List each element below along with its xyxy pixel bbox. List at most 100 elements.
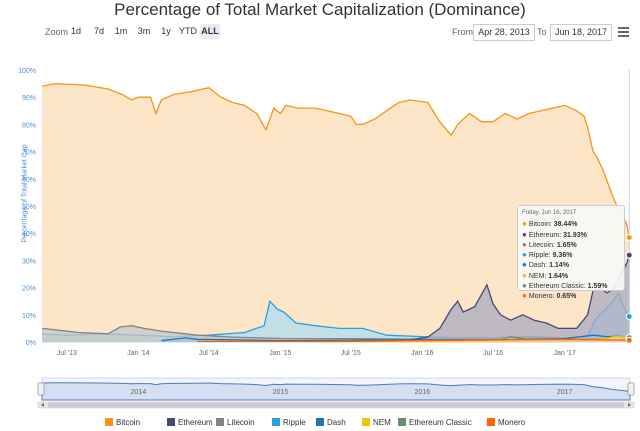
tooltip-series-name: Monero: [528, 293, 553, 301]
tooltip-series-value: 9.36%: [552, 252, 573, 260]
zoom-button-all[interactable]: ALL: [200, 24, 220, 39]
legend-item-ripple[interactable]: Ripple: [272, 417, 306, 429]
x-tick-label: Jan '14: [127, 350, 149, 357]
legend-swatch-icon: [487, 418, 495, 426]
tooltip: Friday, Jun 16, 2017 ● Bitcoin: 38.44% ● Et…: [517, 205, 625, 300]
legend-swatch-icon: [105, 418, 113, 426]
legend-swatch-icon: [216, 418, 224, 426]
navigator-year-label: 2014: [131, 389, 147, 396]
tooltip-series-dot-icon: ●: [522, 260, 527, 270]
zoom-button-1y[interactable]: 1y: [161, 26, 171, 36]
x-tick-label: Jul '16: [483, 350, 503, 357]
legend-label: Ripple: [283, 418, 306, 427]
legend-swatch-icon: [167, 418, 175, 426]
legend-swatch-icon: [316, 418, 324, 426]
hamburger-menu-icon[interactable]: [618, 27, 629, 39]
tooltip-date: Friday, Jun 16, 2017: [522, 210, 577, 216]
tooltip-series-dot-icon: ●: [522, 239, 527, 249]
tooltip-series-dot-icon: ●: [522, 250, 527, 260]
legend-item-litecoin[interactable]: Litecoin: [216, 417, 255, 429]
zoom-button-7d[interactable]: 7d: [93, 26, 104, 36]
tooltip-series-value: 38.44%: [553, 221, 578, 229]
x-tick-label: Jul '15: [341, 350, 361, 357]
series-area-bitcoin: [42, 83, 630, 342]
legend-label: Ethereum Classic: [409, 418, 472, 427]
x-tick-label: Jan '15: [269, 350, 291, 357]
navigator-year-label: 2016: [415, 389, 431, 396]
legend-label: Dash: [327, 418, 346, 427]
tooltip-series-dot-icon: ●: [522, 281, 527, 291]
tooltip-row-ethereum: ● Ethereum: 31.93%: [522, 229, 587, 239]
legend-item-nem[interactable]: NEM: [362, 417, 391, 429]
legend: Bitcoin Ethereum Litecoin Ripple Dash NEM Ethe…: [0, 417, 640, 431]
scrollbar-thumb: [48, 402, 624, 408]
tooltip-series-name: Bitcoin: [528, 221, 550, 229]
legend-swatch-icon: [362, 418, 370, 426]
tooltip-row-bitcoin: ● Bitcoin: 38.44%: [522, 219, 578, 229]
tooltip-series-value: 0.65%: [556, 293, 577, 301]
from-label: From: [452, 27, 473, 37]
tooltip-series-value: 1.14%: [549, 262, 569, 270]
legend-label: Monero: [498, 418, 526, 427]
y-tick-label: 40%: [22, 231, 36, 238]
legend-label: Ethereum: [178, 418, 213, 427]
legend-item-monero[interactable]: Monero: [487, 417, 525, 429]
zoom-button-1d[interactable]: 1d: [70, 26, 81, 36]
from-date-input[interactable]: Apr 28, 2013: [473, 24, 535, 41]
tooltip-series-name: Ripple: [528, 252, 549, 260]
zoom-button-1m[interactable]: 1m: [114, 26, 128, 36]
y-tick-label: 0%: [26, 340, 36, 347]
zoom-button-ytd[interactable]: YTD: [179, 26, 197, 36]
hover-marker-bitcoin: [625, 233, 633, 241]
y-tick-label: 80%: [22, 122, 36, 129]
tooltip-series-value: 1.59%: [587, 283, 608, 291]
hover-marker-ethereum: [625, 251, 633, 259]
x-tick-label: Jul '13: [57, 350, 77, 357]
zoom-button-3m[interactable]: 3m: [137, 26, 151, 36]
tooltip-row-nem: ● NEM: 1.64%: [522, 270, 569, 280]
hover-marker-monero: [625, 336, 633, 344]
y-tick-label: 90%: [22, 95, 36, 102]
navigator-handle-left: [37, 382, 45, 396]
legend-item-ethereum-classic[interactable]: Ethereum Classic: [398, 417, 472, 429]
navigator-year-label: 2015: [273, 389, 289, 396]
y-tick-label: 20%: [22, 286, 36, 293]
series-line-bitcoin: [41, 82, 631, 239]
legend-item-dash[interactable]: Dash: [316, 417, 346, 429]
y-tick-label: 100%: [18, 68, 36, 75]
tooltip-series-dot-icon: ●: [522, 291, 527, 301]
tooltip-series-name: NEM: [528, 272, 545, 280]
navigator-series: [41, 382, 631, 401]
x-tick-label: Jul '14: [199, 350, 219, 357]
series-area-ethereum: [365, 255, 630, 342]
x-tick-label: Jan '17: [553, 350, 575, 357]
tooltip-series-dot-icon: ●: [522, 219, 527, 229]
y-tick-label: 10%: [22, 313, 36, 320]
chart-title: Percentage of Total Market Capitalizatio…: [114, 0, 526, 19]
to-label: To: [537, 27, 547, 37]
legend-label: NEM: [373, 418, 391, 427]
navigator-handle-right: [627, 382, 635, 396]
tooltip-row-ripple: ● Ripple: 9.36%: [522, 250, 573, 260]
hover-marker-ripple: [625, 313, 633, 321]
tooltip-row-litecoin: ● Litecoin: 1.65%: [522, 239, 577, 249]
y-tick-label: 60%: [22, 177, 36, 184]
tooltip-series-name: Dash: [528, 262, 546, 270]
tooltip-row-ethereum-classic: ● Ethereum Classic: 1.59%: [522, 281, 608, 291]
tooltip-series-name: Ethereum: [528, 231, 560, 239]
to-date-input[interactable]: Jun 18, 2017: [550, 24, 612, 41]
legend-item-bitcoin[interactable]: Bitcoin: [105, 417, 140, 429]
legend-label: Litecoin: [227, 418, 255, 427]
tooltip-row-dash: ● Dash: 1.14%: [522, 260, 569, 270]
x-tick-label: Jan '16: [411, 350, 433, 357]
zoom-label: Zoom: [45, 27, 69, 37]
legend-item-ethereum[interactable]: Ethereum: [167, 417, 213, 429]
navigator-year-label: 2017: [557, 389, 573, 396]
y-tick-label: 70%: [22, 150, 36, 157]
tooltip-series-value: 31.93%: [563, 231, 587, 239]
scrollbar-right-arrow-icon: [628, 403, 631, 407]
tooltip-series-value: 1.65%: [556, 241, 577, 249]
legend-swatch-icon: [398, 418, 406, 426]
scrollbar-left-arrow-icon: [41, 403, 44, 407]
